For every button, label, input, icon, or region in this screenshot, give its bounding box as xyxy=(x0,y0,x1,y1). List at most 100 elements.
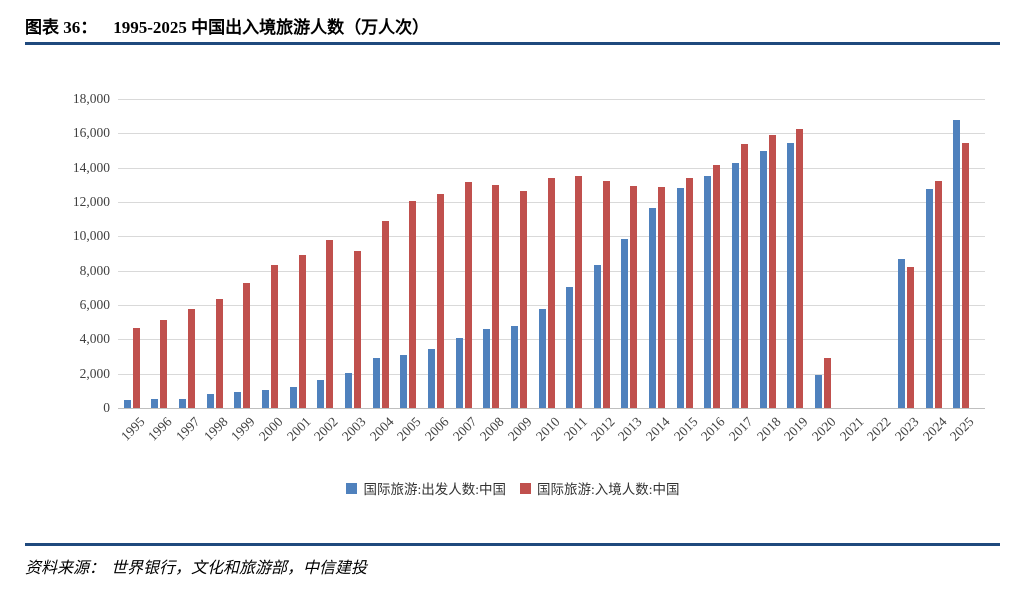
bar-inbound-2011 xyxy=(575,175,583,408)
x-tick-label-2016: 2016 xyxy=(698,414,728,444)
bar-outbound-2009 xyxy=(510,326,518,408)
bar-outbound-2004 xyxy=(372,358,380,408)
bar-chart: 0 2,000 4,000 6,000 8,000 10,000 12,000 14,000 1… xyxy=(72,91,985,444)
bar-inbound-2008 xyxy=(492,184,500,408)
bar-inbound-2020 xyxy=(823,358,831,408)
bar-inbound-1995 xyxy=(132,328,140,408)
x-tick-label-1997: 1997 xyxy=(173,414,203,444)
bar-inbound-2006 xyxy=(436,193,444,408)
x-tick-label-2003: 2003 xyxy=(338,414,369,444)
x-tick-label-2015: 2015 xyxy=(670,414,701,444)
bar-outbound-2008 xyxy=(483,329,491,408)
bar-inbound-1998 xyxy=(215,298,223,408)
gridline-16000 xyxy=(118,133,985,135)
x-tick-label-2025: 2025 xyxy=(947,414,977,444)
bar-outbound-1998 xyxy=(206,393,214,408)
legend-swatch-blue xyxy=(346,482,358,494)
bar-inbound-2023 xyxy=(906,267,914,408)
x-tick-label-2009: 2009 xyxy=(504,414,535,444)
x-axis-line xyxy=(118,408,985,409)
chart-legend: 国际旅游:出发人数:中国 国际旅游:入境人数:中国 xyxy=(0,478,1026,498)
x-tick-label-2006: 2006 xyxy=(421,414,452,444)
bar-outbound-2019 xyxy=(787,142,795,408)
x-tick-label-2018: 2018 xyxy=(753,414,784,444)
bar-outbound-2024 xyxy=(925,189,933,408)
x-tick-label-2021: 2021 xyxy=(836,414,867,444)
bar-outbound-2020 xyxy=(814,375,822,408)
bar-inbound-2024 xyxy=(934,181,942,408)
legend-item-inbound: 国际旅游:入境人数:中国 xyxy=(520,478,680,498)
x-tick-label-2011: 2011 xyxy=(560,414,590,444)
bar-outbound-2017 xyxy=(732,163,740,408)
bar-inbound-1999 xyxy=(243,283,251,408)
bar-inbound-2007 xyxy=(464,181,472,408)
bar-inbound-2016 xyxy=(713,165,721,408)
x-tick-label-2019: 2019 xyxy=(781,414,811,444)
bar-inbound-2012 xyxy=(602,180,610,408)
bar-outbound-2000 xyxy=(262,389,270,408)
bar-inbound-1997 xyxy=(188,309,196,408)
y-tick-label-14000: 14,000 xyxy=(72,159,110,175)
bar-inbound-1996 xyxy=(160,320,168,408)
bar-outbound-2025 xyxy=(953,119,961,408)
legend-label-outbound: 国际旅游:出发人数:中国 xyxy=(363,482,506,497)
bar-outbound-2014 xyxy=(649,207,657,408)
bar-inbound-2010 xyxy=(547,178,555,408)
x-tick-label-2008: 2008 xyxy=(477,414,507,444)
figure-title: 1995-2025 中国出入境旅游人数（万人次） xyxy=(113,18,430,37)
footer-separator-line xyxy=(25,543,1000,546)
x-tick-label-2010: 2010 xyxy=(532,414,563,444)
figure-number-label: 图表 36： xyxy=(25,18,98,37)
x-tick-label-1998: 1998 xyxy=(200,414,231,444)
bar-outbound-2006 xyxy=(427,348,435,408)
figure-caption: 图表 36： 1995-2025 中国出入境旅游人数（万人次） xyxy=(25,13,429,38)
bar-outbound-2005 xyxy=(400,354,408,408)
x-tick-label-2023: 2023 xyxy=(891,414,922,444)
bar-inbound-2004 xyxy=(381,220,389,408)
bar-inbound-2015 xyxy=(685,178,693,408)
bar-inbound-2013 xyxy=(630,186,638,408)
y-tick-label-16000: 16,000 xyxy=(72,125,110,141)
x-tick-label-1996: 1996 xyxy=(145,414,176,444)
source-note: 资料来源： 世界银行，文化和旅游部，中信建投 xyxy=(25,554,367,578)
title-separator-line xyxy=(25,42,1000,45)
y-tick-label-0: 0 xyxy=(103,400,110,415)
bar-outbound-2007 xyxy=(455,337,463,408)
bar-outbound-2001 xyxy=(289,387,297,408)
bar-outbound-1995 xyxy=(123,400,131,408)
x-tick-label-2012: 2012 xyxy=(587,414,618,444)
bar-outbound-2002 xyxy=(317,379,325,408)
gridline-14000 xyxy=(118,167,985,169)
bar-inbound-2017 xyxy=(741,144,749,408)
bar-inbound-2003 xyxy=(353,250,361,408)
x-tick-label-2007: 2007 xyxy=(449,414,480,444)
source-label: 资料来源： xyxy=(25,560,106,577)
bar-outbound-1997 xyxy=(179,398,187,408)
x-tick-label-2004: 2004 xyxy=(366,414,397,444)
y-tick-label-10000: 10,000 xyxy=(72,228,110,244)
bar-inbound-2025 xyxy=(962,142,970,408)
bar-outbound-2015 xyxy=(676,188,684,408)
bar-outbound-2010 xyxy=(538,309,546,408)
y-tick-label-4000: 4,000 xyxy=(79,331,110,347)
x-tick-label-2013: 2013 xyxy=(615,414,646,444)
x-tick-label-2022: 2022 xyxy=(864,414,894,444)
x-tick-label-2001: 2001 xyxy=(283,414,314,444)
y-tick-label-12000: 12,000 xyxy=(72,194,110,209)
bar-inbound-2000 xyxy=(271,264,279,408)
x-tick-label-2005: 2005 xyxy=(394,414,424,444)
bar-outbound-2013 xyxy=(621,239,629,408)
legend-swatch-red xyxy=(520,482,531,494)
x-tick-label-1999: 1999 xyxy=(228,414,259,444)
bar-outbound-2011 xyxy=(566,287,574,408)
x-tick-label-2014: 2014 xyxy=(643,414,673,444)
bar-outbound-2023 xyxy=(897,258,905,408)
y-tick-label-6000: 6,000 xyxy=(79,297,110,312)
bar-inbound-2019 xyxy=(796,129,804,408)
x-tick-label-1995: 1995 xyxy=(117,414,148,444)
bar-inbound-2002 xyxy=(326,239,334,408)
y-tick-label-2000: 2,000 xyxy=(79,365,110,381)
bar-outbound-2003 xyxy=(344,373,352,408)
x-tick-label-2020: 2020 xyxy=(808,414,839,444)
bar-inbound-2001 xyxy=(298,255,306,408)
